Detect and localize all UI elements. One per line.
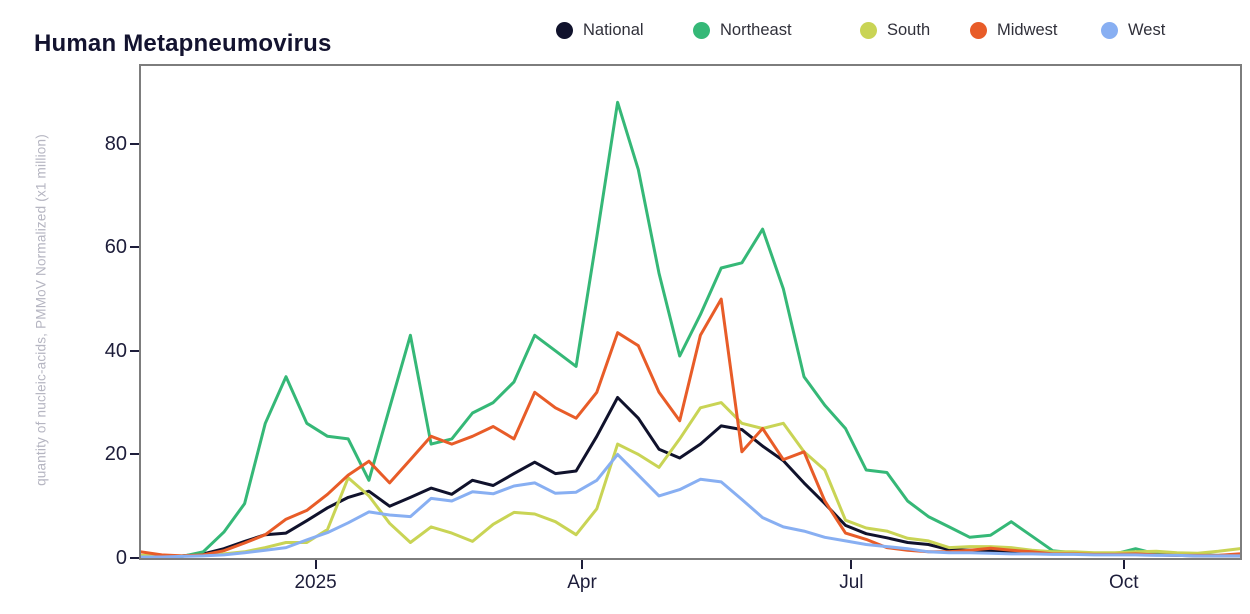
x-tick-label-Jul: Jul [839,572,864,593]
y-tick-mark-60 [130,246,139,249]
y-tick-label-0: 0 [115,547,127,569]
y-tick-label-80: 80 [104,132,127,155]
chart-plot-area[interactable] [139,64,1242,560]
legend-label-west: West [1128,21,1166,39]
legend-label-midwest: Midwest [997,21,1058,39]
x-tick-label-Oct: Oct [1108,572,1139,593]
x-tick-mark-Jul [850,560,853,569]
series-line-northeast[interactable] [141,100,1240,558]
chart-canvas[interactable] [141,66,1240,558]
legend-swatch-northeast [693,22,710,39]
legend-swatch-national [556,22,573,39]
legend-swatch-midwest [970,22,987,39]
legend-label-south: South [887,21,931,39]
legend-swatch-south [860,22,877,39]
x-tick-label-Apr: Apr [567,572,597,593]
legend-label-national: National [583,21,644,39]
y-tick-mark-0 [130,557,139,559]
legend-item-northeast[interactable]: Northeast [693,21,792,40]
y-tick-mark-80 [130,142,139,145]
legend-item-west[interactable]: West [1101,21,1165,40]
legend-item-national[interactable]: National [556,21,644,40]
series-line-west[interactable] [141,452,1240,558]
y-tick-mark-20 [130,453,139,456]
y-tick-label-60: 60 [104,236,127,259]
series-line-south[interactable] [141,401,1240,558]
legend-swatch-west [1101,22,1118,39]
chart-legend: National Northeast South Midwest West [0,0,1250,54]
x-tick-mark-2025 [314,560,317,569]
x-tick-label-2025: 2025 [294,572,337,593]
y-tick-mark-40 [130,349,139,352]
y-tick-label-40: 40 [104,339,127,362]
page-title: Human Metapneumovirus [34,30,332,58]
y-tick-label-20: 20 [104,443,127,466]
legend-item-south[interactable]: South [860,21,930,40]
legend-label-northeast: Northeast [720,21,792,39]
legend-item-midwest[interactable]: Midwest [970,21,1058,40]
y-axis-title: quantity of nucleic-acids, PMMoV Normali… [33,134,49,486]
x-tick-mark-Oct [1122,560,1125,569]
x-tick-mark-Apr [581,560,584,569]
